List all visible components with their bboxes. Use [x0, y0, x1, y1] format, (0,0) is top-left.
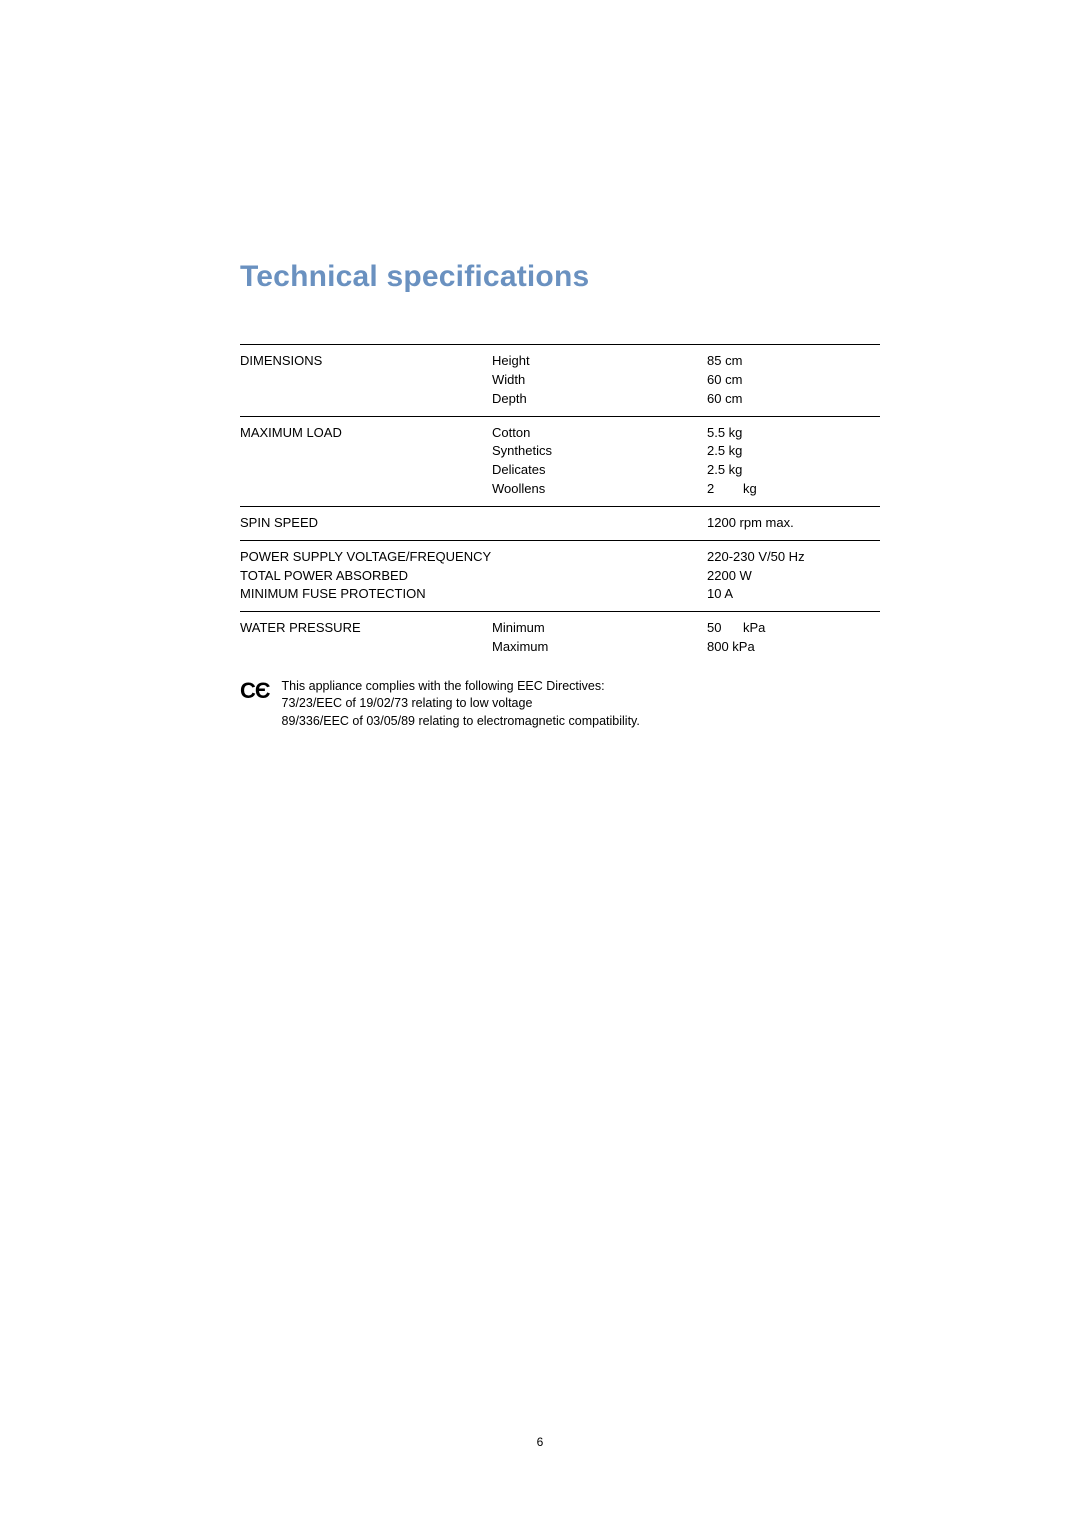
pressure-min-label: Minimum	[492, 619, 707, 638]
power-absorbed-label: TOTAL POWER ABSORBED	[240, 567, 707, 586]
power-voltage-value: 220-230 V/50 Hz	[707, 548, 880, 567]
dim-width-value: 60 cm	[707, 371, 880, 390]
pressure-max-value: 800 kPa	[707, 638, 880, 657]
page-number: 6	[0, 1435, 1080, 1449]
power-fuse-value: 10 A	[707, 585, 880, 604]
compliance-line3: 89/336/EEC of 03/05/89 relating to elect…	[282, 713, 640, 731]
dim-height-label: Height	[492, 352, 707, 371]
dim-height-value: 85 cm	[707, 352, 880, 371]
page-title: Technical specifications	[240, 260, 880, 294]
load-synthetics-value: 2.5 kg	[707, 442, 880, 461]
dim-width-label: Width	[492, 371, 707, 390]
section-spin-speed: SPIN SPEED 1200 rpm max.	[240, 506, 880, 540]
section-power: POWER SUPPLY VOLTAGE/FREQUENCY TOTAL POW…	[240, 540, 880, 612]
spinspeed-value: 1200 rpm max.	[707, 514, 880, 533]
load-synthetics-label: Synthetics	[492, 442, 707, 461]
dim-depth-label: Depth	[492, 390, 707, 409]
load-woollens-value: 2kg	[707, 480, 880, 499]
load-cotton-label: Cotton	[492, 424, 707, 443]
pressure-max-label: Maximum	[492, 638, 707, 657]
load-cotton-value: 5.5 kg	[707, 424, 880, 443]
compliance-line2: 73/23/EEC of 19/02/73 relating to low vo…	[282, 695, 640, 713]
waterpressure-label: WATER PRESSURE	[240, 619, 492, 657]
section-water-pressure: WATER PRESSURE Minimum Maximum 50kPa 800…	[240, 611, 880, 664]
dim-depth-value: 60 cm	[707, 390, 880, 409]
maxload-label: MAXIMUM LOAD	[240, 424, 492, 499]
dimensions-label: DIMENSIONS	[240, 352, 492, 409]
power-absorbed-value: 2200 W	[707, 567, 880, 586]
power-fuse-label: MINIMUM FUSE PROTECTION	[240, 585, 707, 604]
compliance-block: CЄ This appliance complies with the foll…	[240, 678, 880, 731]
ce-mark-icon: CЄ	[240, 678, 270, 731]
compliance-line1: This appliance complies with the followi…	[282, 678, 640, 696]
load-delicates-value: 2.5 kg	[707, 461, 880, 480]
pressure-min-value: 50kPa	[707, 619, 880, 638]
load-woollens-label: Woollens	[492, 480, 707, 499]
power-voltage-label: POWER SUPPLY VOLTAGE/FREQUENCY	[240, 548, 707, 567]
section-maximum-load: MAXIMUM LOAD Cotton Synthetics Delicates…	[240, 416, 880, 506]
section-dimensions: DIMENSIONS Height Width Depth 85 cm 60 c…	[240, 344, 880, 416]
load-delicates-label: Delicates	[492, 461, 707, 480]
spinspeed-label: SPIN SPEED	[240, 514, 492, 533]
